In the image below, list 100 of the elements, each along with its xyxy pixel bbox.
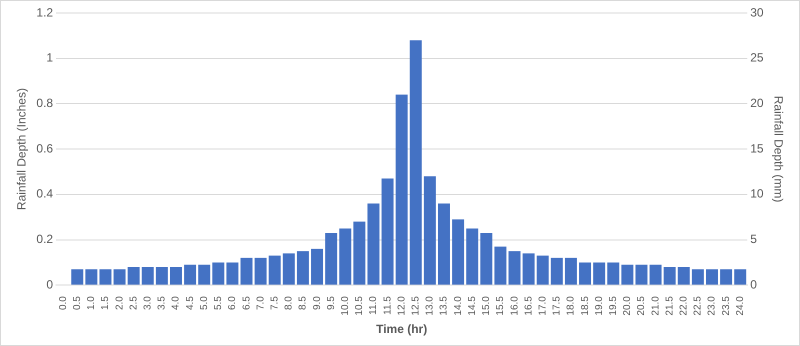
x-tick-label: 18.5 xyxy=(580,296,591,316)
x-tick-label: 7.0 xyxy=(255,296,266,310)
x-tick-label: 10.0 xyxy=(340,296,351,316)
x-tick-label: 22.0 xyxy=(678,296,690,316)
bar xyxy=(184,264,196,285)
x-tick-label: 9.5 xyxy=(326,296,337,310)
bar xyxy=(678,266,690,285)
bar xyxy=(607,262,620,285)
x-tick-label: 5.0 xyxy=(198,296,210,310)
bar xyxy=(734,269,746,285)
bar xyxy=(536,256,549,285)
x-tick-label: 16.5 xyxy=(523,296,534,316)
y-tick-label: 0 xyxy=(46,277,54,292)
y-tick-label: 1.2 xyxy=(36,5,54,20)
bar xyxy=(452,219,464,285)
y2-axis-title: Rainfall Depth (mm) xyxy=(771,96,786,202)
bar xyxy=(142,266,154,285)
x-tick-label: 0.0 xyxy=(58,296,69,310)
bar xyxy=(128,266,140,285)
bar xyxy=(325,232,338,285)
bar xyxy=(71,269,84,285)
bar xyxy=(99,269,112,285)
bar xyxy=(424,176,436,285)
x-tick-label: 22.5 xyxy=(692,296,704,316)
bar xyxy=(438,203,450,285)
x-tick-label: 17.0 xyxy=(537,296,548,316)
x-tick-label: 19.0 xyxy=(594,296,605,316)
bar xyxy=(311,248,324,285)
x-tick-label: 17.5 xyxy=(552,296,563,316)
bar xyxy=(720,269,732,285)
bar xyxy=(593,262,606,285)
y-tick-label: 0.4 xyxy=(36,186,54,201)
y2-tick-label: 20 xyxy=(750,96,764,110)
x-tick-label: 13.0 xyxy=(424,296,436,316)
x-tick-label: 15.5 xyxy=(495,296,506,316)
y2-tick-label: 0 xyxy=(750,277,758,292)
bar xyxy=(480,232,492,285)
bar xyxy=(85,269,98,285)
bar xyxy=(621,264,634,285)
x-tick-label: 4.0 xyxy=(170,296,182,310)
bar xyxy=(522,253,535,285)
x-tick-label: 1.5 xyxy=(100,296,112,310)
bar xyxy=(396,94,408,285)
bar xyxy=(353,222,366,285)
x-tick-label: 4.5 xyxy=(184,296,196,310)
x-tick-label: 20.5 xyxy=(636,296,648,316)
x-tick-label: 11.5 xyxy=(382,296,394,315)
bar xyxy=(339,228,352,285)
bar xyxy=(114,269,126,285)
x-tick-label: 18.0 xyxy=(566,296,577,316)
x-tick-label: 12.0 xyxy=(396,296,408,316)
x-tick-label: 6.5 xyxy=(241,296,252,310)
x-tick-label: 20.0 xyxy=(622,296,634,316)
x-tick-label: 13.5 xyxy=(438,296,450,316)
x-tick-label: 8.5 xyxy=(298,296,309,310)
bar xyxy=(410,40,422,285)
x-tick-label: 23.0 xyxy=(706,296,718,316)
bar xyxy=(664,266,676,285)
bar xyxy=(650,264,662,285)
bar xyxy=(212,262,224,285)
bar xyxy=(692,269,704,285)
x-tick-label: 5.5 xyxy=(213,296,224,310)
bar xyxy=(170,266,182,285)
y2-tick-label: 30 xyxy=(750,5,764,20)
bar xyxy=(226,262,238,285)
x-tick-label: 16.0 xyxy=(509,296,520,316)
bar xyxy=(240,258,252,285)
y2-tick-label: 10 xyxy=(750,186,764,201)
x-tick-label: 8.0 xyxy=(284,296,295,310)
bar xyxy=(254,258,267,285)
x-tick-label: 21.5 xyxy=(664,296,676,316)
x-tick-label: 24.0 xyxy=(734,296,746,316)
bar xyxy=(198,264,210,285)
bar xyxy=(579,262,592,285)
bar xyxy=(635,264,648,285)
bar xyxy=(296,251,309,285)
y-axis-title: Rainfall Depth (Inches) xyxy=(14,88,29,210)
bar xyxy=(466,228,478,285)
x-tick-label: 19.5 xyxy=(608,296,619,316)
x-tick-label: 14.5 xyxy=(466,296,478,316)
x-tick-label: 0.5 xyxy=(72,296,83,310)
y2-tick-label: 25 xyxy=(750,50,764,65)
x-tick-label: 12.5 xyxy=(410,296,422,316)
bar xyxy=(382,178,394,285)
bar xyxy=(367,203,380,285)
x-tick-label: 3.5 xyxy=(156,296,168,310)
x-tick-label: 7.5 xyxy=(269,296,280,310)
x-tick-label: 23.5 xyxy=(720,296,732,316)
x-tick-label: 15.0 xyxy=(481,296,492,316)
bar xyxy=(564,258,577,285)
x-tick-label: 1.0 xyxy=(86,296,98,310)
x-axis-title: Time (hr) xyxy=(376,322,428,336)
y-tick-label: 1 xyxy=(46,50,54,65)
bar xyxy=(494,246,506,285)
bar xyxy=(156,266,168,285)
x-tick-label: 10.5 xyxy=(354,296,366,316)
x-tick-label: 21.0 xyxy=(650,296,662,316)
bar xyxy=(550,258,563,285)
x-tick-label: 2.0 xyxy=(114,296,126,310)
y-tick-label: 0.8 xyxy=(36,96,54,110)
